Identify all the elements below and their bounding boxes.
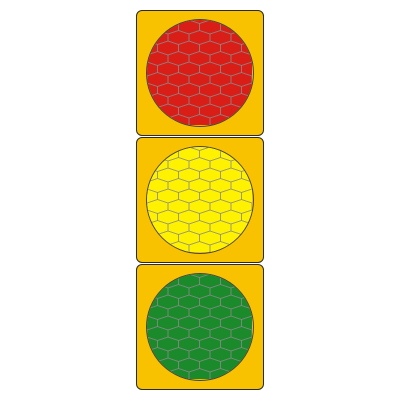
red-lamp-lens [147,20,252,125]
hex-cell [147,368,169,379]
hex-cell [147,357,158,373]
hex-cell [147,274,158,289]
hex-cell [147,147,158,162]
hex-cell [209,368,232,379]
hex-cell [147,103,158,119]
green-lamp-lens [147,274,252,379]
yellow-lamp-lens [147,147,252,252]
hex-cell [147,274,169,278]
hex-cell [188,241,211,252]
hex-cell [241,20,252,35]
hex-cell [188,368,211,379]
hex-cell [209,241,232,252]
hex-cell [230,274,252,278]
hex-cell [230,147,252,151]
hex-cell [147,230,158,246]
red-lamp-housing [136,10,264,136]
hex-cell [167,368,190,379]
hex-cell [230,114,252,125]
hex-cell [188,114,211,125]
hex-cell [241,147,252,162]
hex-cell [241,274,252,289]
green-lamp-housing [136,264,264,390]
hex-cell [167,241,190,252]
hex-cell [147,241,169,252]
hex-cell [241,357,252,373]
hex-cell [230,368,252,379]
yellow-lamp-housing [136,137,264,263]
red-lamp [146,19,254,127]
hex-cell [147,20,158,35]
green-lamp [146,273,254,381]
hex-cell [147,20,169,24]
hex-cell [230,241,252,252]
traffic-light [136,10,264,390]
yellow-lamp [146,146,254,254]
hex-cell [167,114,190,125]
hex-cell [241,103,252,119]
hex-cell [147,147,169,151]
hex-cell [241,230,252,246]
hex-cell [209,114,232,125]
hex-cell [147,114,169,125]
hex-cell [230,20,252,24]
